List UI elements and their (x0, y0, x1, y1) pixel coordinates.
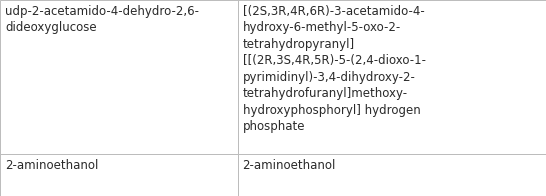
Bar (238, 0, 546, 154)
Bar (0, 0, 238, 154)
Text: 2-aminoethanol: 2-aminoethanol (5, 159, 98, 172)
Bar (238, 154, 546, 196)
Text: udp-2-acetamido-4-dehydro-2,6-
dideoxyglucose: udp-2-acetamido-4-dehydro-2,6- dideoxygl… (5, 5, 199, 34)
Text: [(2S,3R,4R,6R)-3-acetamido-4-
hydroxy-6-methyl-5-oxo-2-
tetrahydropyranyl]
[[(2R: [(2S,3R,4R,6R)-3-acetamido-4- hydroxy-6-… (242, 5, 425, 133)
Bar (0, 154, 238, 196)
Text: 2-aminoethanol: 2-aminoethanol (242, 159, 336, 172)
